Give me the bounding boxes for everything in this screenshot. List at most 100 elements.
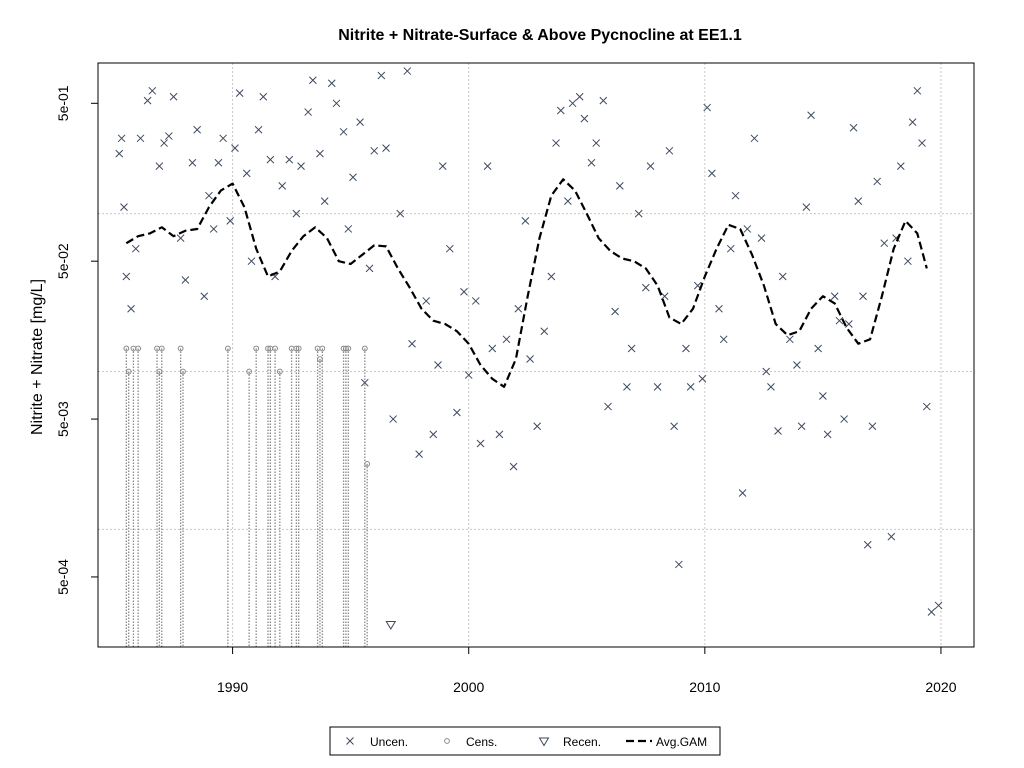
uncensored-point	[715, 304, 723, 313]
uncensored-point	[365, 264, 374, 273]
uncensored-point	[785, 335, 794, 344]
uncensored-point	[670, 422, 678, 431]
uncensored-point	[896, 162, 905, 170]
uncensored-point	[382, 144, 390, 152]
uncensored-point	[176, 234, 185, 242]
uncensored-point	[136, 134, 145, 143]
uncensored-point	[320, 197, 329, 206]
uncensored-point	[117, 134, 126, 143]
censored-point	[246, 368, 253, 375]
x-tick-label: 1990	[217, 679, 248, 695]
legend-cross-icon	[346, 737, 354, 745]
uncensored-point	[344, 225, 353, 233]
uncensored-point	[453, 408, 461, 417]
uncensored-point	[599, 96, 608, 105]
uncensored-point	[422, 297, 431, 305]
uncensored-point	[254, 125, 263, 134]
uncensored-point	[476, 439, 485, 448]
censored-point	[319, 345, 326, 352]
uncensored-point	[235, 89, 244, 97]
uncensored-point	[682, 344, 690, 353]
recensored-point	[385, 620, 397, 630]
censored-lines	[125, 348, 368, 647]
uncensored-point	[793, 361, 801, 369]
uncensored-point	[587, 158, 596, 167]
uncensored-point	[674, 560, 683, 569]
censored-point	[295, 345, 302, 352]
uncensored-point	[164, 132, 173, 140]
uncensored-point	[115, 149, 124, 158]
uncensored-point	[464, 371, 473, 379]
uncensored-point	[904, 257, 912, 266]
uncensored-point	[445, 244, 454, 253]
uncensored-point	[127, 304, 135, 313]
uncensored-point	[823, 430, 832, 439]
uncensored-point	[918, 139, 926, 147]
uncensored-point	[802, 203, 811, 211]
gam-layer	[125, 178, 928, 388]
uncensored-point	[750, 134, 759, 143]
uncensored-point	[292, 209, 301, 218]
uncensored-point	[738, 489, 747, 497]
uncensored-point	[188, 158, 197, 167]
uncensored-point	[807, 111, 815, 120]
uncensored-point	[880, 239, 889, 248]
censored-point	[364, 461, 371, 467]
uncensored-point	[389, 415, 398, 423]
uncensored-point	[863, 540, 872, 549]
uncensored-point	[778, 272, 787, 281]
uncensored-point	[623, 382, 631, 391]
y-tick-label: 5e-01	[55, 85, 71, 121]
uncensored-point	[854, 197, 863, 206]
uncensored-point	[332, 99, 341, 108]
chart-title: Nitrite + Nitrate-Surface & Above Pycnoc…	[338, 27, 742, 44]
plot-frame	[97, 62, 975, 648]
censored-point	[345, 345, 352, 352]
uncensored-point	[762, 367, 771, 376]
uncensored-point	[396, 209, 405, 218]
uncensored-point	[483, 162, 492, 170]
uncensored-point	[122, 272, 131, 281]
y-tick-label: 5e-03	[55, 401, 71, 437]
uncensored-point	[429, 430, 438, 439]
uncensored-point	[193, 125, 202, 134]
uncensored-point	[797, 422, 806, 431]
uncensored-point	[339, 127, 348, 136]
legend-label: Cens.	[466, 735, 497, 749]
uncensored-point	[556, 106, 565, 115]
uncensored-point	[514, 304, 523, 313]
uncensored-point	[259, 92, 268, 101]
uncensored-point	[708, 169, 716, 178]
uncensored-point	[488, 344, 497, 353]
uncensored-point	[370, 146, 379, 155]
censored-point	[125, 368, 132, 375]
uncensored-point	[686, 382, 695, 391]
uncensored-point	[304, 108, 312, 116]
uncensored-point	[552, 139, 560, 147]
uncensored-point	[509, 462, 518, 471]
legend-label: Avg.GAM	[656, 735, 707, 749]
legend-triangle-icon	[538, 737, 550, 747]
censored-point	[276, 368, 283, 375]
uncensored-point	[908, 118, 917, 126]
uncensored-point	[495, 430, 504, 439]
x-tick-label: 2010	[689, 679, 720, 695]
uncensored-point	[726, 244, 735, 253]
uncensored-point	[285, 155, 294, 164]
uncensored-point	[757, 234, 766, 242]
censored-point	[156, 368, 163, 375]
uncensored-point	[653, 382, 662, 391]
uncensored-point	[540, 327, 549, 336]
uncensored-point	[665, 146, 674, 155]
uncensored-point	[160, 139, 168, 147]
uncensored-point	[502, 335, 511, 344]
uncensored-point	[627, 344, 636, 353]
uncensored-point	[819, 392, 827, 400]
uncensored-point	[438, 162, 447, 170]
uncensored-point	[226, 217, 235, 225]
uncensored-point	[408, 339, 416, 348]
uncensored-point	[868, 422, 877, 431]
uncensored-point	[219, 134, 227, 143]
x-axis: 1990 2000 2010 2020	[217, 647, 957, 695]
uncensored-point	[830, 292, 839, 301]
